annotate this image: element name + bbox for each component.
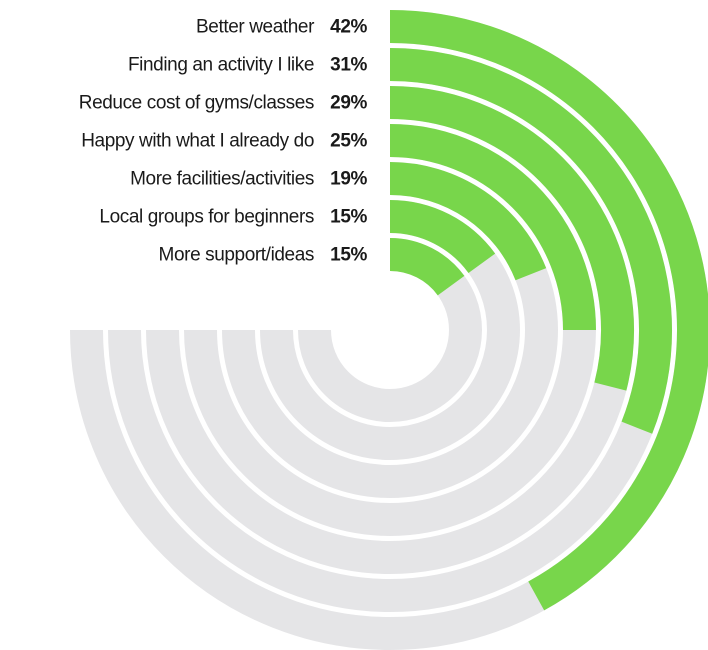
value-label: 15% <box>330 207 367 228</box>
value-label: 31% <box>330 55 367 76</box>
bar <box>389 238 465 296</box>
category-label: Finding an activity I like <box>128 55 314 76</box>
bar <box>389 124 596 331</box>
value-label: 19% <box>330 169 367 190</box>
category-label: Local groups for beginners <box>99 207 314 228</box>
value-label: 29% <box>330 93 367 114</box>
bar <box>389 162 547 281</box>
bar <box>389 10 708 611</box>
value-label: 15% <box>330 245 367 266</box>
category-label: Better weather <box>196 17 315 38</box>
category-label: Happy with what I already do <box>81 131 314 152</box>
category-label: Reduce cost of gyms/classes <box>79 93 314 114</box>
bar <box>389 48 672 434</box>
bar <box>389 200 496 274</box>
category-label: More support/ideas <box>159 245 314 266</box>
value-label: 25% <box>330 131 367 152</box>
value-label: 42% <box>330 17 367 38</box>
category-label: More facilities/activities <box>130 169 314 190</box>
bar <box>389 86 634 391</box>
